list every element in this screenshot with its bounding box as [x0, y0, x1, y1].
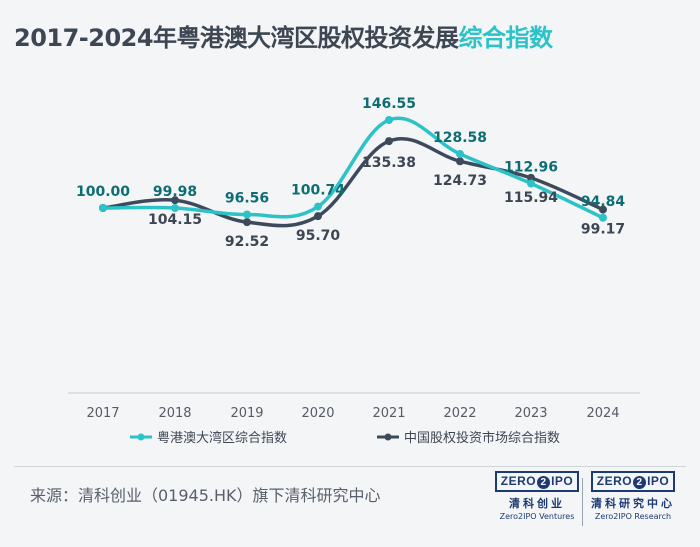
data-point-0-2017: [99, 204, 107, 212]
series-line-1: [101, 137, 605, 228]
data-point-0-2023: [527, 179, 535, 188]
data-label-1-2019: 92.52: [225, 234, 269, 250]
data-point-1-2024: [599, 205, 607, 214]
data-label-1-2024: 99.17: [581, 222, 625, 238]
title-main: 2017-2024年粤港澳大湾区股权投资发展: [14, 24, 459, 52]
data-point-1-2018: [171, 196, 179, 205]
line-chart: 100.00 99.98 96.56 100.74 146.55 128.58 112.96…: [68, 96, 640, 446]
legend: 粤港澳大湾区综合指数 中国股权投资市场综合指数: [130, 430, 560, 446]
zero2ipo-ventures-logo: ZERO 2 IPO 清科创业 Zero2IPO Ventures: [494, 470, 580, 521]
title-accent: 综合指数: [458, 24, 554, 52]
legend-swatch-dot-1: [384, 433, 392, 441]
data-label-1-2020: 95.70: [296, 228, 341, 244]
data-point-0-2018: [171, 204, 179, 213]
data-label-1-2022: 124.73: [433, 173, 487, 189]
footer-divider: [14, 466, 686, 467]
zero2ipo-research-logo: ZERO 2 IPO 清科研究中心 Zero2IPO Research: [590, 470, 676, 521]
legend-swatch-dot-0: [137, 433, 145, 441]
legend-label-1: 中国股权投资市场综合指数: [404, 430, 560, 446]
series-line-0: [101, 116, 605, 220]
data-label-0-2023: 112.96: [504, 159, 558, 175]
data-label-1-2018: 104.15: [148, 212, 202, 228]
data-label-0-2021: 146.55: [362, 96, 416, 112]
logo-divider: [582, 478, 583, 526]
data-label-0-2019: 96.56: [225, 191, 269, 207]
x-tick-2023: 2023: [514, 406, 547, 421]
x-tick-2019: 2019: [230, 406, 263, 421]
data-point-0-2021: [385, 116, 393, 124]
x-tick-2022: 2022: [443, 406, 476, 421]
chart-title: 2017-2024年粤港澳大湾区股权投资发展综合指数: [14, 18, 553, 53]
data-label-0-2018: 99.98: [153, 184, 197, 200]
data-point-0-2019: [243, 210, 251, 219]
data-point-1-2020: [314, 212, 322, 221]
data-label-0-2020: 100.74: [291, 183, 345, 199]
data-point-1-2019: [243, 218, 251, 227]
x-tick-2017: 2017: [86, 406, 119, 421]
x-tick-2021: 2021: [372, 406, 405, 421]
data-label-0-2022: 128.58: [433, 130, 487, 146]
data-point-0-2020: [314, 202, 322, 211]
legend-label-0: 粤港澳大湾区综合指数: [157, 430, 287, 446]
data-label-1-2023: 115.94: [504, 190, 558, 206]
data-label-1-2021: 135.38: [362, 155, 416, 171]
data-point-0-2024: [599, 213, 607, 222]
x-tick-2020: 2020: [301, 406, 334, 421]
data-label-0-2017: 100.00: [76, 184, 130, 200]
data-point-1-2021: [385, 137, 393, 146]
data-label-0-2024: 94.84: [581, 194, 626, 210]
data-point-0-2022: [456, 149, 464, 158]
data-point-1-2022: [456, 157, 464, 166]
x-tick-2024: 2024: [586, 406, 619, 421]
source-note: 来源：清科创业（01945.HK）旗下清科研究中心: [30, 486, 381, 505]
x-tick-2018: 2018: [158, 406, 191, 421]
data-point-1-2023: [527, 173, 535, 182]
